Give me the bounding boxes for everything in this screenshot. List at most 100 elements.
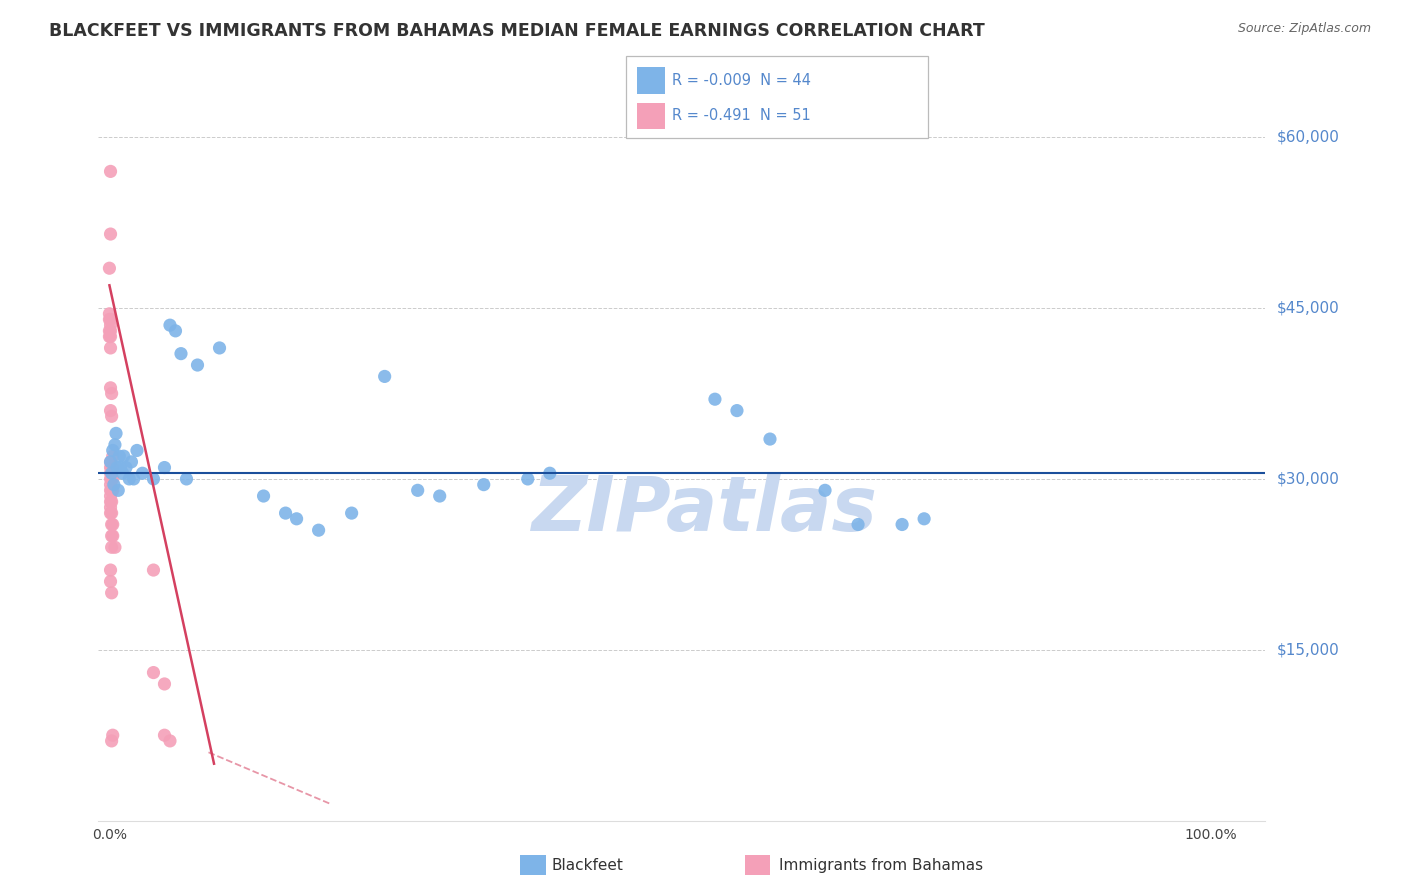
Point	[100, 403, 122, 417]
Point	[142, 563, 165, 577]
Point	[101, 443, 124, 458]
Point	[100, 467, 122, 481]
Point	[100, 455, 122, 469]
Point	[100, 483, 122, 498]
Point	[891, 517, 914, 532]
Point	[100, 460, 122, 475]
Point	[100, 517, 122, 532]
Point	[98, 261, 121, 276]
Point	[142, 472, 165, 486]
Point	[100, 381, 122, 395]
Point	[100, 318, 122, 333]
Point	[104, 541, 127, 555]
Point	[186, 358, 208, 372]
Point	[98, 329, 121, 343]
Text: $15,000: $15,000	[1277, 642, 1340, 657]
Point	[98, 324, 121, 338]
Text: ZIPatlas: ZIPatlas	[533, 473, 879, 547]
Point	[100, 312, 122, 326]
Point	[429, 489, 451, 503]
Point	[142, 665, 165, 680]
Text: R = -0.491  N = 51: R = -0.491 N = 51	[672, 109, 811, 123]
Point	[100, 506, 122, 520]
Point	[101, 728, 124, 742]
Text: $30,000: $30,000	[1277, 472, 1340, 486]
Text: R = -0.009  N = 44: R = -0.009 N = 44	[672, 73, 811, 87]
Point	[120, 455, 142, 469]
Point	[472, 477, 495, 491]
Point	[131, 467, 153, 481]
Text: Immigrants from Bahamas: Immigrants from Bahamas	[779, 858, 983, 872]
Point	[104, 438, 127, 452]
Point	[100, 227, 122, 241]
Point	[100, 500, 122, 515]
Point	[103, 477, 125, 491]
Point	[105, 460, 128, 475]
Text: BLACKFEET VS IMMIGRANTS FROM BAHAMAS MEDIAN FEMALE EARNINGS CORRELATION CHART: BLACKFEET VS IMMIGRANTS FROM BAHAMAS MED…	[49, 22, 986, 40]
Point	[101, 517, 124, 532]
Point	[159, 734, 181, 748]
Point	[101, 529, 124, 543]
Point	[101, 483, 124, 498]
Point	[516, 472, 538, 486]
Point	[100, 541, 122, 555]
Point	[159, 318, 181, 333]
Point	[108, 449, 131, 463]
Point	[110, 460, 132, 475]
Point	[100, 489, 122, 503]
Point	[111, 467, 134, 481]
Point	[374, 369, 396, 384]
Point	[112, 449, 135, 463]
Text: $45,000: $45,000	[1277, 301, 1340, 316]
Point	[153, 460, 176, 475]
Point	[100, 529, 122, 543]
Point	[107, 483, 129, 498]
Point	[101, 460, 124, 475]
Point	[98, 307, 121, 321]
Point	[98, 312, 121, 326]
Point	[100, 409, 122, 424]
Point	[100, 386, 122, 401]
Point	[100, 329, 122, 343]
Point	[100, 477, 122, 491]
Point	[101, 449, 124, 463]
Text: $60,000: $60,000	[1277, 129, 1340, 145]
Point	[122, 472, 145, 486]
Text: Blackfeet: Blackfeet	[551, 858, 623, 872]
Point	[846, 517, 869, 532]
Point	[100, 472, 122, 486]
Point	[274, 506, 297, 520]
Point	[912, 512, 935, 526]
Point	[100, 460, 122, 475]
Point	[100, 734, 122, 748]
Point	[170, 346, 193, 360]
Point	[100, 472, 122, 486]
Point	[100, 494, 122, 508]
Point	[125, 443, 148, 458]
Point	[703, 392, 725, 407]
Point	[252, 489, 274, 503]
Point	[100, 483, 122, 498]
Point	[100, 563, 122, 577]
Point	[814, 483, 837, 498]
Point	[759, 432, 782, 446]
Point	[406, 483, 429, 498]
Point	[118, 472, 141, 486]
Point	[100, 467, 122, 481]
Point	[100, 574, 122, 589]
Point	[285, 512, 308, 526]
Point	[101, 472, 124, 486]
Point	[100, 506, 122, 520]
Point	[100, 324, 122, 338]
Point	[153, 677, 176, 691]
Point	[165, 324, 187, 338]
Point	[208, 341, 231, 355]
Point	[538, 467, 561, 481]
Point	[176, 472, 198, 486]
Point	[105, 426, 128, 441]
Point	[153, 728, 176, 742]
Point	[725, 403, 748, 417]
Point	[308, 523, 330, 537]
Point	[100, 494, 122, 508]
Text: Source: ZipAtlas.com: Source: ZipAtlas.com	[1237, 22, 1371, 36]
